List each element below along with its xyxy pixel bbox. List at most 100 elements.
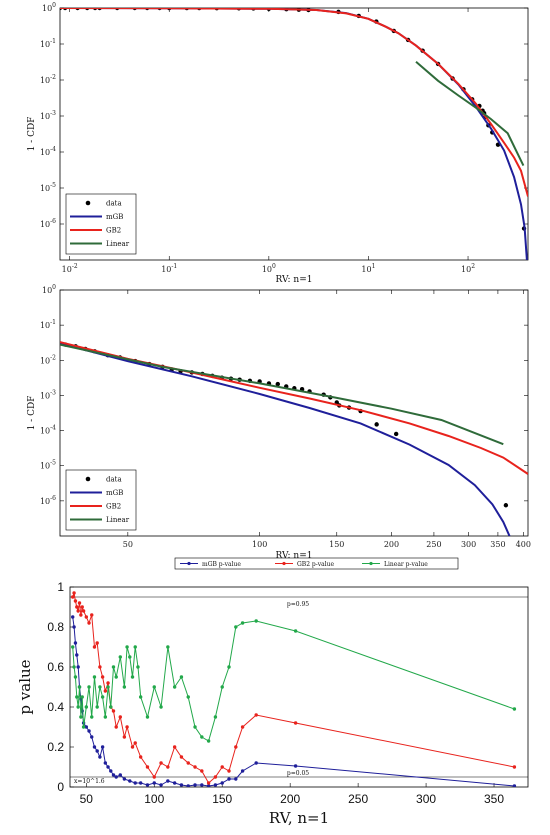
series-point (130, 745, 135, 749)
y-tick-label: 0.6 (47, 660, 64, 674)
series-point (159, 761, 163, 765)
reference-line-label: p=0.05 (287, 770, 309, 777)
plot-frame (69, 586, 529, 788)
y-axis-label: 1 - CDF (27, 117, 37, 152)
series-point (172, 745, 177, 749)
series-point (106, 685, 110, 689)
series-point (71, 615, 75, 619)
x-axis-label: RV, n=1 (269, 809, 329, 827)
x-tick-label: 350 (490, 540, 505, 549)
series-point (81, 725, 86, 729)
series-point (81, 609, 86, 613)
legend: mGB p-value GB2 p-value Linear p-value (174, 557, 459, 570)
series-point (166, 779, 170, 783)
legend-marker-data (85, 476, 91, 482)
series-point (76, 609, 80, 613)
x-tick-label: 250 (348, 792, 368, 806)
series-point (166, 765, 170, 769)
series-point (125, 725, 129, 729)
series-point (73, 599, 78, 603)
series-point (128, 655, 132, 659)
series-point (213, 715, 218, 719)
legend: data mGB GB2 Linear (65, 193, 137, 255)
x-tick-label: 50 (123, 540, 133, 549)
x-axis-label: RV: n=1 (275, 551, 312, 561)
series-point (200, 783, 204, 787)
legend-marker (369, 561, 373, 566)
series-point (71, 645, 75, 649)
series-point (87, 729, 91, 733)
plot-area (60, 8, 528, 260)
series-point (73, 675, 78, 679)
x-tick-label: 101 (361, 263, 375, 274)
series-point (220, 781, 224, 785)
y-tick-label: 10-4 (40, 425, 56, 436)
series-point (293, 721, 298, 725)
series-point (77, 601, 82, 605)
series-point (95, 749, 99, 753)
x-tick-label: 150 (212, 792, 232, 806)
y-tick-label: 10-4 (40, 146, 56, 157)
series-point (159, 783, 163, 787)
x-tick-label: 200 (384, 540, 399, 549)
series-point (293, 629, 298, 633)
series-point (128, 779, 132, 783)
series-point (75, 605, 79, 609)
x-tick-label: 300 (416, 792, 436, 806)
series-line-gb2 (60, 8, 528, 197)
series-point (512, 784, 517, 787)
x-tick-label: 100 (262, 263, 276, 274)
series-point (293, 764, 298, 768)
data-point (275, 381, 280, 387)
series-point (179, 755, 184, 759)
x-tick-label: 300 (461, 540, 476, 549)
y-tick-label: 10-6 (40, 218, 56, 229)
x-tick-label: 350 (484, 792, 504, 806)
series-point (254, 761, 258, 765)
data-point (503, 503, 509, 508)
series-point (109, 769, 113, 773)
series-point (193, 765, 197, 769)
series-point (84, 615, 89, 619)
series-point (71, 595, 75, 599)
series-point (220, 685, 224, 689)
series-point (206, 784, 211, 787)
x-tick-label: 50 (80, 792, 94, 806)
series-point (152, 685, 156, 689)
y-tick-label: 0 (57, 780, 64, 794)
y-tick-label: 10-6 (40, 495, 56, 506)
series-point (122, 735, 127, 739)
series-point (213, 783, 218, 787)
x-tick-label: 102 (461, 263, 475, 274)
series-point (130, 675, 135, 679)
legend-label: GB2 (106, 503, 121, 511)
series-point (109, 705, 113, 709)
series-point (95, 641, 99, 645)
series-point (75, 695, 79, 699)
x-axis-label: RV: n=1 (275, 275, 312, 285)
series-point (103, 715, 108, 719)
series-line (72, 592, 515, 784)
series-point (76, 705, 80, 709)
x-tick-label: 100 (144, 792, 164, 806)
series-point (200, 735, 204, 739)
series-point (145, 765, 150, 769)
series-point (76, 665, 80, 669)
panel-3: mGB p-value GB2 p-value Linear p-value 0 0.2… (16, 557, 529, 827)
series-point (72, 591, 76, 595)
series-point (227, 665, 231, 669)
series-point (200, 769, 204, 773)
series-point (90, 735, 94, 739)
x-tick-label: 100 (252, 540, 267, 549)
y-tick-label: 100 (42, 284, 56, 295)
series-point (512, 765, 517, 769)
series-point (106, 765, 110, 769)
series-point (193, 725, 197, 729)
y-tick-label: 0.8 (47, 620, 64, 634)
series-point (145, 715, 150, 719)
series-point (152, 775, 156, 779)
y-tick-label: 10-5 (40, 460, 56, 471)
series-point (172, 685, 177, 689)
series-point (118, 773, 122, 777)
